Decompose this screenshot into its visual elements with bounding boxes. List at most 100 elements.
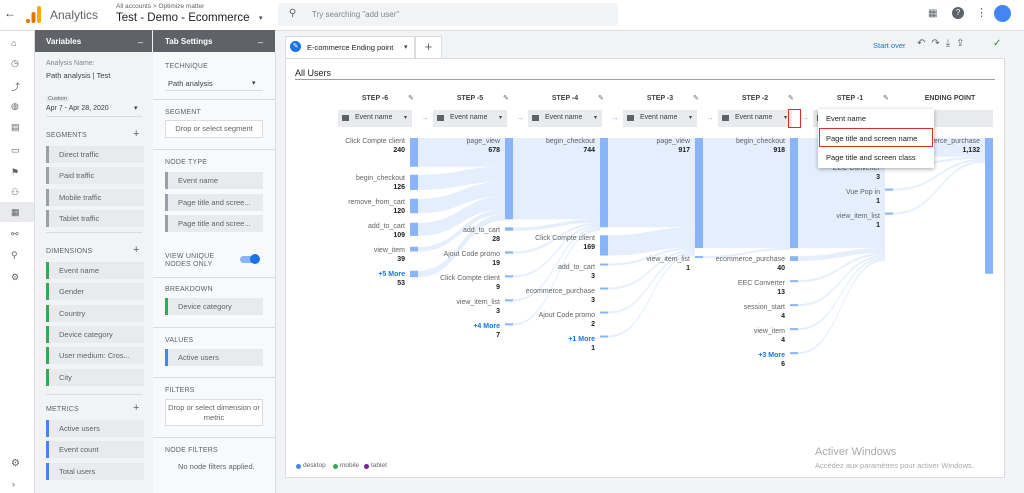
nav-icon[interactable]: ⚙ [11,272,20,282]
variable-chip[interactable]: Device category [46,325,144,343]
tab[interactable] [285,36,415,58]
variable-chip[interactable]: Country [46,304,144,322]
add-button[interactable]: + [133,402,140,414]
technique-caret[interactable]: ▾ [252,80,256,87]
step-edit[interactable]: ✎ [883,95,889,102]
toolbar-icons[interactable]: ↶↷⤓⇪ [917,38,971,49]
settings-icon[interactable]: ⚙ [11,458,20,469]
step-edit[interactable]: ✎ [598,95,604,102]
node-name[interactable]: Vue Pop in [846,188,880,196]
node-name[interactable]: Ajout Code promo [443,251,500,259]
nav-icon[interactable]: ▭ [11,145,20,155]
node-name[interactable]: view_item_list [646,256,690,264]
node-type-caret[interactable]: ▾ [499,115,503,121]
node-name[interactable]: begin_checkout [545,138,595,145]
analysis-name[interactable]: Path analysis | Test [46,71,111,80]
nav-icon[interactable]: ⤴ [11,82,21,92]
variable-chip[interactable]: Active users [46,420,144,437]
node-type-box[interactable] [338,110,412,127]
breakdown-chip[interactable]: Device category [165,298,263,315]
add-tab[interactable]: + [415,36,442,58]
variable-chip[interactable]: User medium: Cros... [46,347,144,365]
node-type[interactable]: Event name [355,114,393,121]
more-link[interactable]: +1 More [568,335,595,343]
node-name[interactable]: view_item [373,246,405,254]
node-type-caret[interactable]: ▾ [784,115,788,121]
nav-icon[interactable]: ◷ [11,58,19,68]
node-type-chip[interactable]: Page title and scree... [165,193,263,211]
expand[interactable]: › [12,479,15,489]
toggle-knob[interactable] [250,254,260,264]
node-type-box[interactable] [528,110,602,127]
variable-chip[interactable]: Tablet traffic [46,209,144,227]
node-name[interactable]: add_to_cart [463,227,500,235]
step-edit[interactable]: ✎ [503,95,509,102]
apps-icon[interactable]: ▦ [928,8,938,19]
node-name[interactable]: view_item_list [456,299,500,307]
node-name[interactable]: ecommerce_purchase [715,256,785,264]
nav-icon[interactable]: ▦ [11,207,20,217]
dropdown-option[interactable]: Event name [826,114,867,123]
nav-icon[interactable]: ⌂ [11,38,17,48]
variable-chip[interactable]: Event name [46,262,144,279]
variable-chip[interactable]: City [46,368,144,386]
variable-chip[interactable]: Total users [46,462,144,480]
nav-icon[interactable]: ◍ [11,101,19,111]
nav-icon[interactable]: ▤ [11,122,20,132]
node-type-chip[interactable]: Event name [165,172,263,189]
technique[interactable]: Path analysis [168,79,213,88]
property-caret[interactable]: ▾ [259,15,263,22]
node-name[interactable]: view_item [753,328,785,336]
node-name[interactable]: Click Compte client [535,235,595,243]
nav-icon[interactable]: ⚇ [11,187,20,197]
step-edit[interactable]: ✎ [408,95,414,102]
variable-chip[interactable]: Mobile traffic [46,188,144,206]
minimize[interactable]: _ [258,33,264,43]
step-edit[interactable]: ✎ [693,95,699,102]
node-name[interactable]: add_to_cart [558,263,595,271]
node-type[interactable]: Event name [640,114,678,121]
search-placeholder[interactable]: Try searching "add user" [312,10,400,19]
node-type[interactable]: Event name [735,114,773,121]
node-name[interactable]: page_view [466,138,500,145]
toggle-track[interactable] [240,256,258,263]
tab-name[interactable]: E-commerce Ending point [307,43,394,52]
more-link[interactable]: +5 More [378,270,405,278]
date-range[interactable]: Apr 7 - Apr 28, 2020 [46,105,109,112]
node-type-chip[interactable]: Page title and scree... [165,215,263,232]
node-name[interactable]: page_view [656,138,690,145]
step-edit[interactable]: ✎ [788,95,794,102]
node-name[interactable]: Click Compte client [440,275,500,283]
nav-icon[interactable]: ⚑ [11,167,20,177]
node-name[interactable]: remove_from_cart [348,198,405,206]
variable-chip[interactable]: Paid traffic [46,167,144,185]
property-name[interactable]: Test - Demo - Ecommerce [116,12,250,24]
nav-icon[interactable]: ⚯ [11,229,19,239]
help-icon[interactable]: ? [952,7,964,19]
node-name[interactable]: EEC Converter [737,280,785,288]
drop-zone[interactable]: Drop or select segment [165,120,263,138]
node-type-box[interactable] [433,110,507,127]
node-name[interactable]: begin_checkout [735,138,785,145]
node-name[interactable]: EEC Converter [832,164,880,172]
node-type-caret[interactable]: ▾ [404,115,408,121]
variable-chip[interactable]: Gender [46,283,144,301]
tab-caret[interactable]: ▾ [404,44,408,51]
date-caret[interactable]: ▾ [134,105,138,112]
dropdown-option[interactable]: Page title and screen name [826,133,918,143]
add-button[interactable]: + [133,128,140,140]
breadcrumb[interactable]: All accounts > Optimize matter [116,3,205,10]
avatar[interactable] [994,5,1011,22]
node-type-box[interactable] [718,110,792,127]
node-type[interactable]: Event name [545,114,583,121]
node-name[interactable]: Ajout Code promo [538,311,595,319]
node-name[interactable]: view_item_list [836,212,880,220]
node-name[interactable]: begin_checkout [355,174,405,182]
node-type-caret[interactable]: ▾ [689,115,693,121]
add-button[interactable]: + [133,244,140,256]
variable-chip[interactable]: Direct traffic [46,146,144,163]
node-type-box[interactable] [623,110,697,127]
node-name[interactable]: ecommerce_purchase [525,287,595,295]
drop-zone[interactable]: Drop or select dimension or metric [165,399,263,426]
start-over[interactable]: Start over [873,41,906,50]
